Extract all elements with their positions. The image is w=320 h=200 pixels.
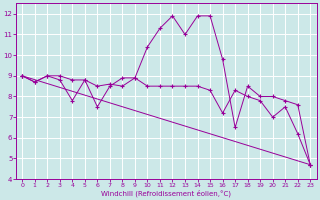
X-axis label: Windchill (Refroidissement éolien,°C): Windchill (Refroidissement éolien,°C) — [101, 189, 231, 197]
